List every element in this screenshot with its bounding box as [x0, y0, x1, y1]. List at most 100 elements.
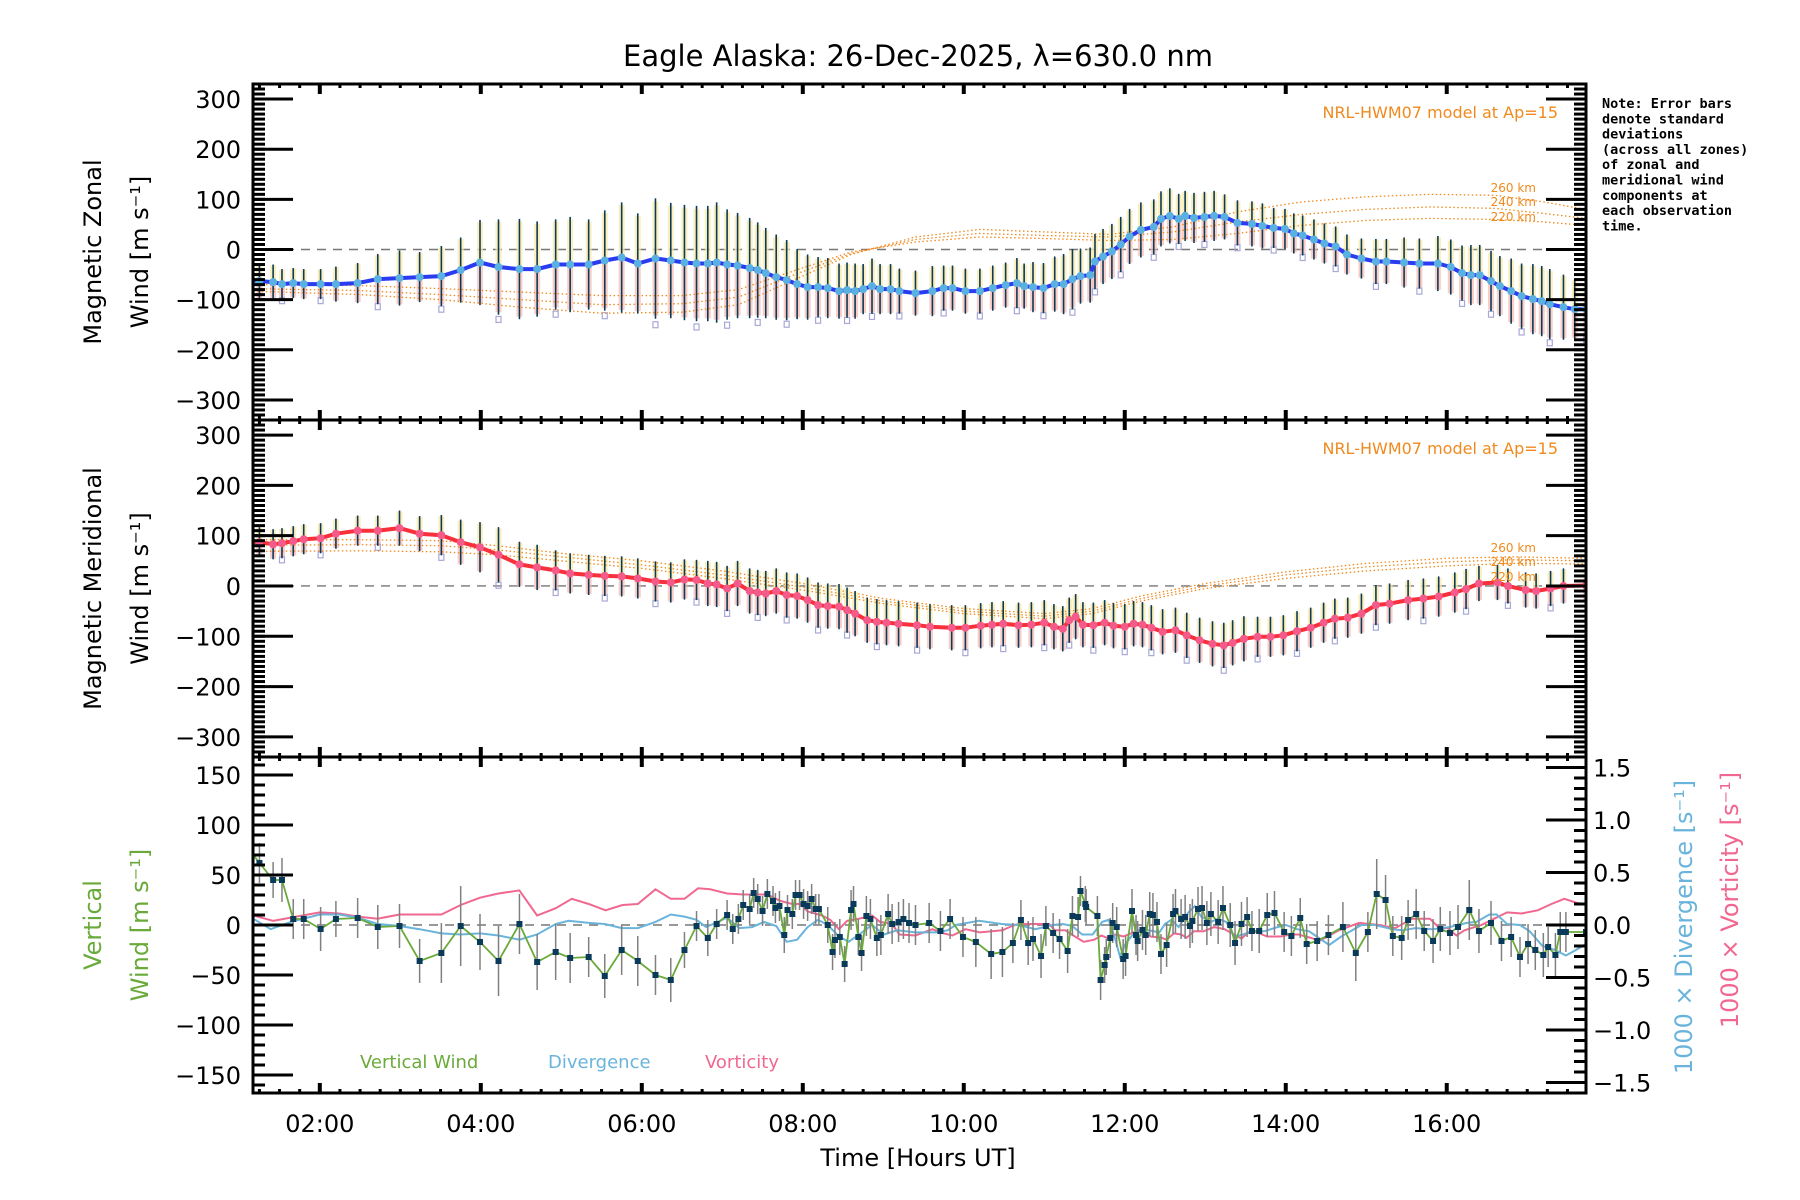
vertical-wind-point — [1488, 920, 1495, 926]
y-tick-label: 0 — [226, 573, 241, 601]
zonal-wind-point — [1090, 257, 1099, 266]
vertical-wind-point — [858, 950, 865, 956]
vertical-wind-point — [457, 923, 464, 929]
meridional-wind-point — [617, 572, 626, 581]
meridional-wind-point — [1129, 619, 1138, 628]
meridional-wind-point — [1293, 627, 1302, 636]
legend-vertical-wind: Vertical Wind — [360, 1052, 478, 1073]
meridional-wind-point — [1058, 624, 1067, 633]
zonal-wind-point — [703, 259, 712, 268]
x-tick-label: 16:00 — [1412, 1110, 1481, 1138]
vertical-wind-point — [1195, 906, 1202, 912]
zonal-wind-point — [1309, 235, 1318, 244]
meridional-wind-point — [373, 526, 382, 535]
y-tick-label: 50 — [210, 862, 241, 890]
meridional-wind-point — [1208, 639, 1217, 648]
meridional-wind-point — [1027, 620, 1036, 629]
meridional-wind-point — [761, 589, 770, 598]
zonal-wind-point — [1289, 229, 1298, 238]
vertical-wind-point — [1238, 921, 1245, 927]
meridional-wind-point — [651, 577, 660, 586]
zonal-wind-point — [1107, 247, 1116, 256]
zone-outlier-marker — [868, 312, 876, 321]
vertical-wind-point — [618, 947, 625, 953]
zone-outlier-marker — [814, 316, 822, 324]
vertical-wind-point — [999, 949, 1006, 955]
vertical-wind-point — [1297, 915, 1304, 921]
zonal-wind-point — [617, 253, 626, 262]
vertical-wind-point — [1421, 928, 1428, 934]
meridional-wind-point — [1100, 618, 1109, 627]
meridional-wind-point — [1493, 578, 1502, 587]
vertical-wind-point — [926, 920, 933, 926]
vertical-wind-point — [772, 905, 779, 911]
meridional-wind-point — [1228, 638, 1237, 647]
vertical-wind-point — [1075, 914, 1082, 920]
vertical-wind-point — [1207, 911, 1214, 917]
zone-outlier-marker — [843, 316, 851, 325]
plot-area — [253, 510, 1586, 674]
meridional-wind-point — [1239, 634, 1248, 643]
note-line: (across all zones) — [1602, 142, 1748, 158]
meridional-wind-point — [814, 601, 823, 610]
zone-outlier-marker — [1175, 242, 1182, 251]
zonal-wind-point — [277, 280, 286, 289]
meridional-wind-point — [987, 620, 996, 629]
zonal-wind-point — [353, 279, 362, 288]
zone-outlier-marker — [1121, 648, 1128, 656]
x-tick-label: 06:00 — [607, 1110, 676, 1138]
vertical-wind-point — [885, 911, 892, 917]
vorticity-line — [253, 887, 1586, 943]
vertical-wind-point — [1498, 938, 1505, 944]
vertical-wind-point — [1029, 936, 1036, 942]
meridional-wind-point — [1120, 622, 1129, 631]
zonal-wind-point — [823, 284, 832, 293]
vertical-wind-point — [374, 924, 381, 930]
vertical-wind-point — [1437, 926, 1444, 932]
vertical-wind-point — [693, 923, 700, 929]
zone-outlier-marker — [1091, 288, 1099, 296]
zonal-wind-point — [1086, 271, 1095, 280]
zone-outlier-marker — [783, 616, 790, 624]
meridional-wind-point — [843, 606, 852, 615]
zonal-wind-point — [1156, 214, 1165, 223]
y-tick-label: 0 — [226, 912, 241, 940]
meridional-wind-point — [277, 539, 286, 548]
zonal-wind-point — [1189, 213, 1198, 222]
zonal-wind-point — [733, 261, 742, 270]
meridional-wind-point — [782, 591, 791, 600]
vertical-wind-point — [815, 906, 822, 912]
y-tick-label: −100 — [175, 287, 241, 315]
zonal-wind-point — [1298, 231, 1307, 240]
zonal-wind-point — [316, 280, 325, 289]
hwm-model-label: NRL-HWM07 model at Ap=15 — [1322, 439, 1558, 458]
zonal-wind-point — [651, 254, 660, 263]
vertical-wind-point — [792, 892, 799, 898]
zonal-wind-point — [1012, 279, 1021, 288]
meridional-wind-point — [1462, 585, 1471, 594]
zonal-wind-point — [859, 285, 868, 294]
vertical-wind-point — [317, 926, 324, 932]
zone-outlier-marker — [1040, 312, 1047, 320]
vertical-wind-point — [769, 898, 776, 904]
zone-outlier-marker — [873, 642, 880, 651]
meridional-wind-point — [600, 571, 609, 580]
zone-outlier-marker — [962, 649, 969, 657]
legend: Vertical Wind Divergence Vorticity — [360, 1052, 779, 1073]
meridional-wind-point — [666, 578, 675, 587]
meridional-wind-point — [1182, 631, 1191, 640]
vertical-wind-point — [764, 891, 771, 897]
hwm-altitude-label: 240 km — [1491, 555, 1536, 569]
zonal-wind-point — [1382, 257, 1391, 266]
zonal-wind-point — [1247, 219, 1256, 228]
hwm-curve-hwm-240-km — [253, 206, 1586, 306]
meridional-wind-point — [289, 537, 298, 546]
zonal-wind-point — [1400, 258, 1409, 267]
zone-outlier-marker — [783, 320, 790, 328]
zone-outlier-marker — [940, 309, 947, 317]
hwm-model-label: NRL-HWM07 model at Ap=15 — [1322, 103, 1558, 122]
y-tick-label: −50 — [190, 962, 241, 990]
zonal-wind-point — [475, 258, 484, 267]
note-line: denote standard — [1602, 111, 1724, 127]
divergence-line — [253, 904, 1586, 960]
